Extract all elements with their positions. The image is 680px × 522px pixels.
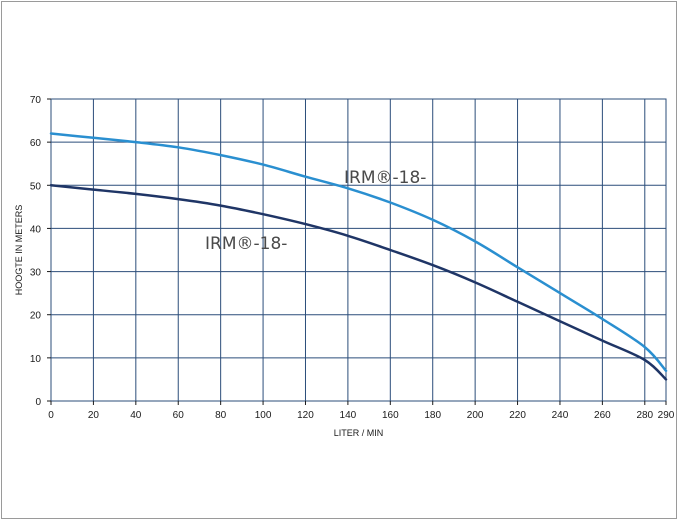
vertical-gridlines: [92, 99, 646, 401]
series-line-lower: [49, 184, 668, 381]
x-tick-label-120: 120: [297, 410, 314, 421]
x-tick-label-290: 290: [658, 410, 675, 421]
y-tick-label-50: 50: [30, 181, 42, 192]
x-tick-label-200: 200: [467, 410, 484, 421]
x-tick-label-0: 0: [48, 410, 54, 421]
x-tick-label-220: 220: [509, 410, 526, 421]
x-tick-label-280: 280: [636, 410, 653, 421]
series-line-upper: [49, 132, 668, 373]
y-tick-label-20: 20: [30, 311, 42, 322]
x-tick-label-60: 60: [173, 410, 185, 421]
x-tick-label-180: 180: [424, 410, 441, 421]
x-axis-label: LITER / MIN: [334, 428, 384, 438]
y-tick-label-40: 40: [30, 224, 42, 235]
y-tick-label-0: 0: [35, 397, 41, 408]
y-axis-label: HOOGTE IN METERS: [14, 205, 24, 296]
x-tick-label-80: 80: [215, 410, 227, 421]
y-tick-label-60: 60: [30, 138, 42, 149]
x-tick-label-260: 260: [594, 410, 611, 421]
x-tick-label-160: 160: [382, 410, 399, 421]
series-lines: [49, 132, 668, 381]
y-tick-label-30: 30: [30, 268, 42, 279]
y-tick-label-70: 70: [30, 95, 42, 106]
series-label-upper: IRM®-18-: [344, 168, 426, 188]
x-tick-label-100: 100: [255, 410, 272, 421]
horizontal-gridlines: [51, 141, 666, 359]
x-tick-label-240: 240: [552, 410, 569, 421]
y-axis-ticks: 0 10 20 30 40 50 60 70: [30, 95, 51, 408]
x-tick-label-20: 20: [88, 410, 100, 421]
series-label-lower: IRM®-18-: [205, 234, 287, 254]
y-tick-label-10: 10: [30, 354, 42, 365]
x-axis-ticks: 0 20 40 60 80 100 120 140 160 180 200 220 240 260 280 2…: [48, 401, 675, 421]
plot-area: [50, 98, 667, 402]
x-tick-label-140: 140: [340, 410, 357, 421]
x-tick-label-40: 40: [130, 410, 142, 421]
